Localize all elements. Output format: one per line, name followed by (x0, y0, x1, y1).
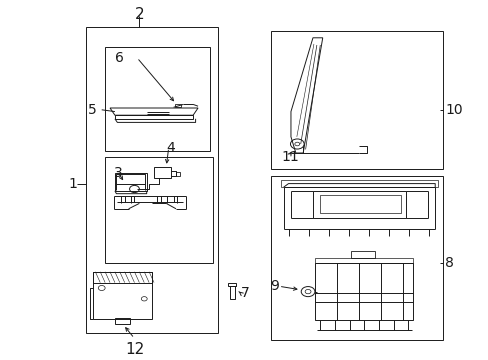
Text: 1: 1 (68, 177, 77, 190)
Bar (154, 167, 171, 178)
Bar (93, 272, 151, 283)
Bar (315, 258, 412, 263)
Text: 5: 5 (88, 103, 97, 117)
Bar (315, 263, 412, 320)
Text: 11: 11 (281, 150, 298, 163)
Text: 12: 12 (124, 342, 144, 357)
Bar (350, 251, 374, 258)
Bar (312, 191, 405, 218)
Text: 3: 3 (114, 166, 122, 180)
Text: 6: 6 (115, 51, 123, 64)
Bar (105, 47, 210, 151)
Bar (93, 272, 151, 319)
Text: 9: 9 (269, 279, 278, 293)
Bar (115, 318, 129, 324)
Bar (115, 173, 146, 191)
Bar (176, 172, 180, 176)
Bar (175, 104, 181, 107)
Bar (271, 176, 442, 340)
Text: 2: 2 (134, 7, 144, 22)
Bar (85, 27, 217, 333)
Bar (320, 195, 400, 213)
Text: 4: 4 (166, 141, 175, 154)
Bar (271, 31, 442, 169)
Bar (228, 283, 236, 286)
Text: 7: 7 (241, 287, 249, 300)
Bar (105, 157, 212, 263)
Text: 8: 8 (444, 256, 453, 270)
Text: 10: 10 (444, 103, 462, 117)
Bar (229, 286, 234, 299)
